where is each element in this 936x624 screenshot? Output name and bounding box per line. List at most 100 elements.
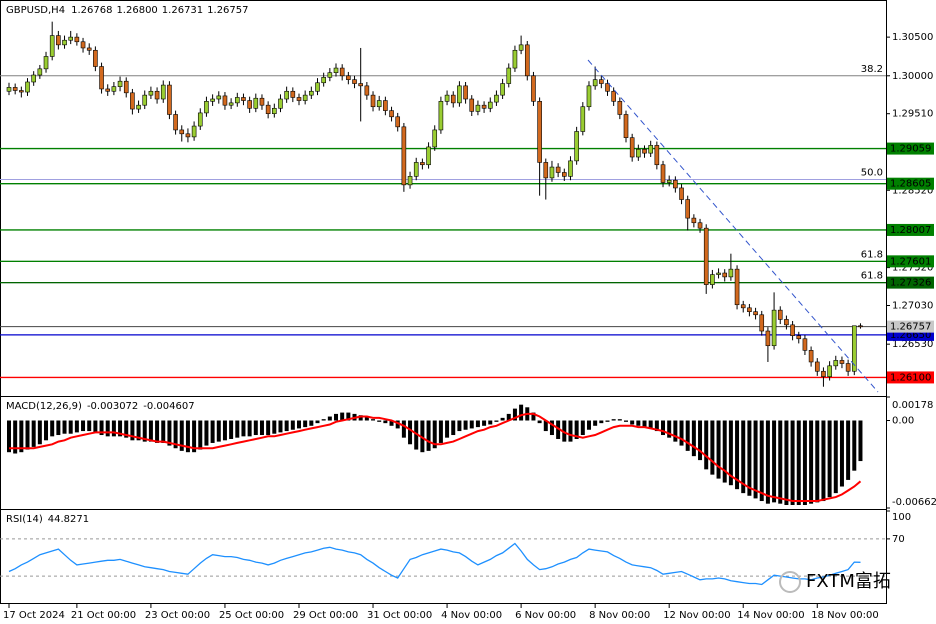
candle-body	[210, 98, 215, 102]
candle-body	[136, 104, 141, 110]
candle-body	[777, 309, 783, 320]
candle-body	[49, 35, 55, 57]
x-tick-label: 12 Nov 00:00	[663, 610, 730, 621]
level-tag	[887, 371, 934, 384]
macd-bar	[488, 420, 493, 425]
candle-body	[666, 179, 672, 183]
candle-body	[648, 145, 653, 154]
candle-body	[154, 90, 160, 100]
low: 1.26731	[162, 5, 203, 16]
level-tag	[887, 276, 934, 289]
candle-body	[858, 325, 863, 328]
macd-bar	[753, 420, 758, 499]
macd-bar	[654, 420, 659, 432]
macd-bar	[512, 408, 517, 421]
x-tick-label: 6 Nov 00:00	[515, 610, 576, 621]
candle-body	[839, 360, 845, 364]
y-tick-label: 1.28520	[892, 185, 933, 196]
candle-body	[845, 363, 851, 372]
candle-body	[130, 92, 135, 110]
x-tick-label: 25 Oct 00:00	[219, 610, 284, 621]
candle-body	[796, 335, 802, 340]
candle-body	[703, 227, 709, 285]
x-tick-label: 31 Oct 00:00	[367, 610, 432, 621]
macd-bar	[494, 420, 499, 422]
macd-bar	[624, 420, 628, 422]
level-label: 1.28605	[890, 179, 931, 190]
macd-bar	[772, 420, 777, 503]
candle-body	[383, 100, 388, 111]
candle-body	[710, 274, 715, 285]
candle-body	[623, 114, 629, 138]
x-tick-label: 17 Oct 2024	[3, 610, 65, 621]
level-label: 1.27601	[890, 256, 931, 267]
candle-body	[204, 101, 209, 114]
candle-body	[518, 44, 524, 51]
candle-body	[401, 126, 407, 186]
candle-body	[734, 268, 740, 306]
candle-body	[222, 95, 228, 106]
candle-body	[12, 87, 18, 91]
candle-body	[790, 324, 795, 336]
macd-bar	[62, 420, 67, 434]
candle-body	[413, 162, 419, 177]
candle-body	[673, 179, 678, 189]
candle-body	[197, 112, 203, 127]
macd-bar	[562, 420, 567, 442]
macd-bar	[722, 420, 727, 483]
candle-body	[691, 217, 697, 224]
macd-bar	[290, 420, 295, 430]
macd-bar	[93, 420, 98, 433]
candle-body	[753, 311, 758, 316]
candle-body	[537, 101, 542, 163]
x-tick-label: 8 Nov 00:00	[589, 610, 650, 621]
candle-body	[370, 94, 376, 108]
macd-bar	[241, 420, 246, 437]
macd-bar	[111, 420, 116, 437]
macd-bar	[574, 420, 579, 439]
rsi-tick-label: 70	[892, 534, 905, 545]
watermark-logo	[779, 571, 801, 593]
x-tick-label: 14 Nov 00:00	[737, 610, 804, 621]
candle-body	[278, 98, 283, 109]
x-tick-label: 29 Oct 00:00	[293, 610, 358, 621]
macd-bar	[222, 420, 227, 441]
candle-body	[62, 39, 67, 46]
current-price-tag	[887, 320, 934, 333]
macd-bar	[445, 420, 450, 438]
macd-bar	[253, 420, 258, 436]
level-label: 1.26100	[890, 372, 931, 383]
candle-body	[389, 110, 394, 118]
macd-bar	[167, 420, 172, 446]
candle-body	[457, 85, 462, 104]
high: 1.26800	[116, 5, 157, 16]
candle-body	[290, 90, 296, 98]
x-tick-label: 4 Nov 00:00	[441, 610, 502, 621]
macd-bar	[500, 417, 505, 421]
macd-bar	[315, 420, 320, 424]
y-tick-label: 1.26530	[892, 339, 933, 350]
macd-bar	[802, 420, 807, 506]
macd-bar	[7, 420, 11, 453]
macd-bar	[506, 413, 511, 421]
macd-bar	[161, 420, 166, 443]
candle-body	[506, 67, 512, 84]
macd-bar	[691, 420, 696, 457]
candle-body	[167, 84, 172, 115]
candle-body	[580, 106, 586, 132]
candle-body	[654, 145, 660, 166]
macd-bar	[426, 420, 431, 451]
macd-bar	[716, 420, 721, 479]
macd-bar	[827, 420, 832, 498]
candle-body	[660, 164, 666, 183]
symbol-text: GBPUSD,H4	[6, 5, 65, 16]
macd-bar	[735, 420, 740, 490]
candle-body	[333, 67, 339, 74]
candle-body	[185, 133, 191, 138]
candle-body	[444, 94, 450, 102]
candle-body	[679, 187, 684, 200]
candle-body	[599, 79, 604, 84]
level-label: 1.29059	[890, 144, 931, 155]
macd-bar	[858, 420, 863, 462]
macd-bar	[605, 420, 610, 422]
